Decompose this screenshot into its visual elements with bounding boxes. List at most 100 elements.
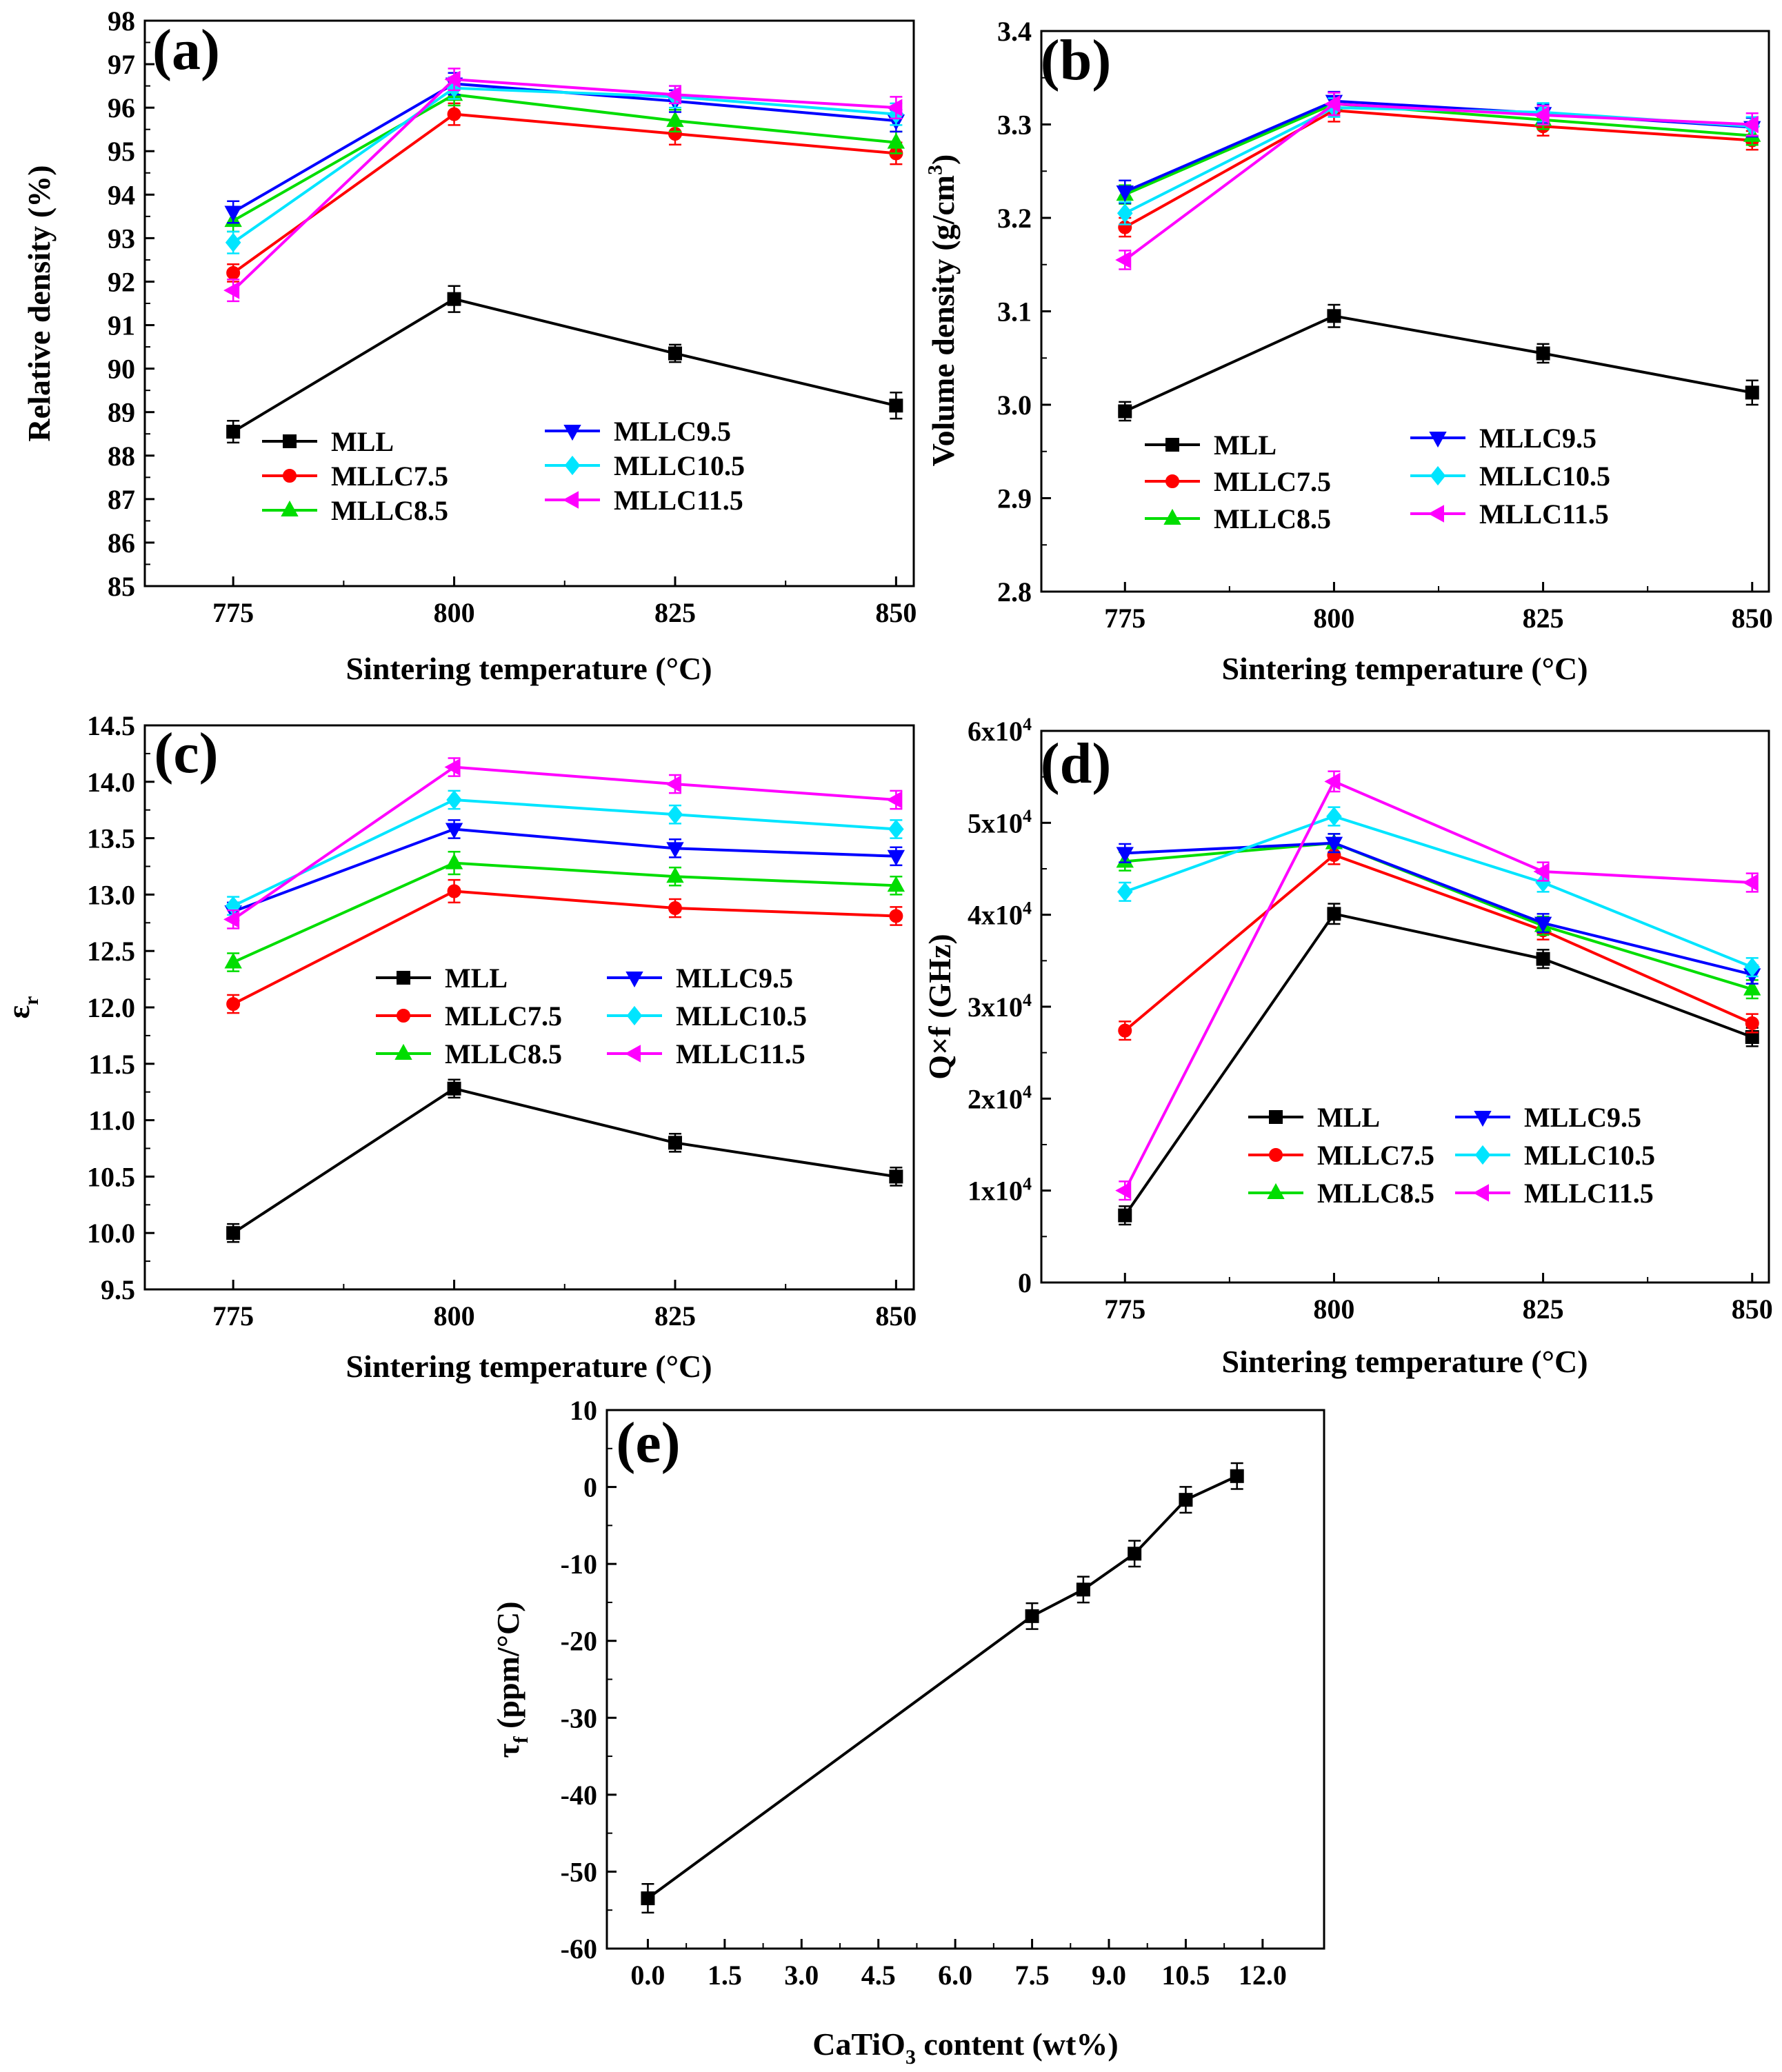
x-tick-label: 850	[1732, 603, 1773, 634]
x-tick-label: 7.5	[1015, 1960, 1050, 1991]
data-point	[665, 775, 681, 793]
legend-marker	[564, 455, 581, 476]
data-point	[887, 876, 905, 892]
legend-entry: MLLC11.5	[545, 485, 743, 516]
series-mll	[226, 1078, 903, 1243]
legend-label: MLLC7.5	[445, 1000, 562, 1032]
data-point	[668, 1136, 682, 1150]
series-line	[232, 798, 897, 907]
y-tick-label: 96	[108, 92, 135, 123]
series-mllc10-5	[1117, 806, 1761, 978]
y-tick-label: 2.8	[997, 576, 1032, 607]
data-point	[1076, 1582, 1090, 1597]
series-mllc7-5	[1118, 845, 1759, 1041]
y-axis-title: Relative density (%)	[21, 165, 57, 441]
y-tick-label: 98	[108, 6, 135, 37]
data-point	[1179, 1493, 1193, 1507]
data-point	[1118, 404, 1132, 419]
x-tick-label: 775	[212, 597, 254, 628]
legend-entry: MLLC9.5	[607, 963, 793, 994]
x-tick-label: 800	[434, 597, 475, 628]
y-tick-label: 0	[1018, 1267, 1032, 1298]
data-point	[666, 111, 684, 128]
data-point	[223, 281, 240, 299]
data-point	[224, 952, 242, 969]
legend-marker	[625, 972, 643, 988]
data-point	[665, 86, 681, 103]
legend-label: MLLC7.5	[331, 461, 448, 492]
y-tick-label: 3.1	[997, 296, 1032, 328]
y-tick-label: 89	[108, 397, 135, 428]
series-mllc11-5	[223, 68, 903, 303]
legend-marker	[1269, 1148, 1283, 1162]
legend-marker	[397, 971, 410, 985]
data-point	[1536, 346, 1550, 361]
legend-label: MLLC11.5	[614, 485, 743, 516]
data-point	[886, 99, 903, 117]
data-point	[447, 1081, 461, 1096]
series-mllc11-5	[223, 757, 903, 929]
data-point	[447, 107, 461, 121]
y-tick-label: 14.5	[87, 710, 135, 741]
data-point	[444, 758, 461, 776]
legend-marker	[283, 469, 297, 483]
legend-entry: MLLC7.5	[1145, 466, 1331, 497]
legend-marker	[563, 425, 581, 441]
data-point	[1025, 1609, 1039, 1623]
data-point	[667, 805, 683, 825]
y-tick-label: 2.9	[997, 483, 1032, 514]
y-tick-label: 88	[108, 441, 135, 472]
legend-entry: MLLC10.5	[545, 450, 745, 481]
legend-marker	[626, 1005, 643, 1026]
legend-entry: MLL	[1145, 430, 1277, 461]
y-tick-label: 11.0	[88, 1105, 135, 1136]
series-line	[1124, 106, 1752, 215]
y-tick-label: 3.0	[997, 390, 1032, 421]
x-tick-label: 0.0	[630, 1960, 665, 1991]
legend-entry: MLLC7.5	[262, 461, 448, 492]
legend-label: MLLC10.5	[676, 1000, 807, 1032]
panel-label: (a)	[152, 18, 220, 82]
series--f	[641, 1462, 1244, 1914]
y-tick-label: 0	[583, 1472, 597, 1503]
data-point	[226, 265, 241, 280]
legend-label: MLLC7.5	[1214, 466, 1331, 497]
legend-entry: MLL	[376, 963, 508, 994]
x-tick-label: 825	[1523, 1294, 1564, 1325]
chart-panel-1: 85 86 87 88 89 90 91 92 93 94 95 96 97 98 775 800 825 850…	[21, 6, 917, 686]
x-tick-label: 800	[1313, 603, 1354, 634]
y-tick-label: -10	[561, 1549, 597, 1580]
data-point	[1744, 957, 1761, 977]
legend-label: MLLC7.5	[1317, 1140, 1434, 1171]
data-point	[1745, 1016, 1759, 1030]
data-point	[1742, 874, 1759, 892]
x-tick-label: 9.0	[1092, 1960, 1126, 1991]
y-tick-label: 4x104	[968, 898, 1032, 930]
data-point	[224, 205, 242, 222]
data-point	[889, 399, 903, 413]
y-tick-label: 10.5	[87, 1161, 135, 1192]
data-point	[1533, 106, 1550, 124]
legend-marker	[394, 1043, 412, 1060]
y-axis-title: τf (ppm/°C)	[490, 1601, 532, 1758]
data-point	[1325, 836, 1343, 853]
y-tick-label: 12.5	[87, 936, 135, 967]
y-tick-label: 92	[108, 266, 135, 297]
legend-marker	[281, 500, 299, 516]
legend-label: MLLC10.5	[1524, 1140, 1655, 1171]
data-point	[887, 132, 905, 149]
series-line	[1123, 853, 1753, 1032]
legend-marker	[1165, 474, 1179, 488]
y-tick-label: 10	[570, 1395, 597, 1426]
y-tick-label: 90	[108, 354, 135, 385]
legend-label: MLLC9.5	[1524, 1102, 1641, 1133]
y-tick-label: -60	[561, 1933, 597, 1964]
legend-marker	[1269, 1110, 1283, 1124]
data-point	[1742, 115, 1759, 134]
series-line	[1124, 102, 1752, 261]
series-mllc11-5	[1115, 92, 1759, 270]
legend-label: MLL	[445, 963, 508, 994]
x-tick-label: 12.0	[1239, 1960, 1287, 1991]
series-line	[1124, 314, 1753, 413]
y-tick-label: -30	[561, 1702, 597, 1733]
